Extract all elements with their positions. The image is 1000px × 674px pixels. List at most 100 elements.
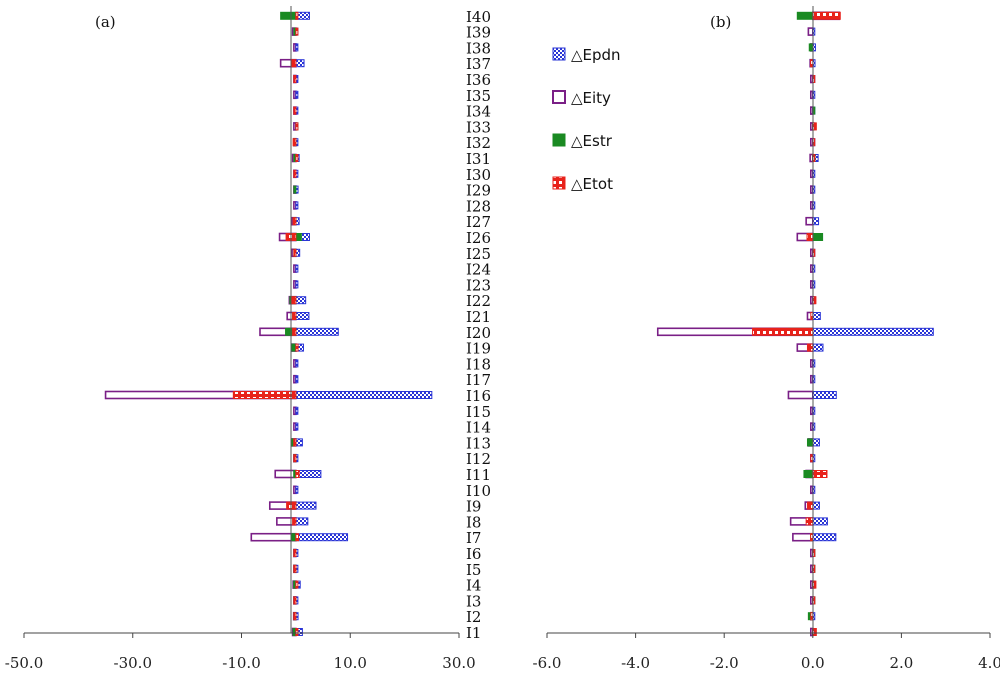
- panel-b-bar-epdn-i7: [812, 533, 837, 542]
- legend-swatch-estr: [552, 133, 566, 147]
- panel-a-bar-epdn-i17: [295, 375, 299, 384]
- category-label-i8: I8: [466, 513, 481, 531]
- category-label-i27: I27: [466, 213, 491, 231]
- panel-b-bar-etot-i37: [810, 59, 814, 68]
- panel-a-bar-etot-i36: [293, 75, 297, 83]
- category-label-i12: I12: [466, 450, 491, 468]
- category-label-i4: I4: [466, 577, 481, 595]
- legend-swatch-epdn: [552, 47, 566, 61]
- panel-a-bar-epdn-i22: [295, 296, 307, 305]
- panel-a-bar-estr-i26: [295, 233, 302, 241]
- panel-b-bar-eity-i39: [807, 27, 814, 36]
- panel-a-bar-eity-i7: [250, 532, 297, 542]
- panel-a-bar-estr-i40: [280, 11, 297, 20]
- panel-a-bar-etot-i8: [292, 517, 297, 526]
- panel-b-bar-etot-i8: [805, 517, 814, 526]
- legend-label-eity: △Eity: [571, 89, 611, 107]
- panel-b-bar-etot-i19: [806, 343, 814, 352]
- panel-a-bar-etot-i34: [293, 106, 297, 115]
- panel-a-bar-etot-i7: [295, 533, 300, 542]
- category-label-i37: I37: [466, 55, 491, 73]
- panel-b-bar-etot-i9: [806, 501, 814, 510]
- panel-b-bar-epdn-i16: [812, 391, 837, 399]
- category-label-i2: I2: [466, 608, 481, 626]
- panel-b-bar-eity-i7: [792, 532, 814, 542]
- panel-b-bar-epdn-i13: [812, 438, 820, 447]
- panel-b-xtick-label: 0.0: [801, 654, 825, 672]
- panel-a-bar-etot-i6: [293, 549, 297, 557]
- panel-b-bar-etot-i20: [752, 327, 814, 336]
- panel-b-xtick-label: 2.0: [889, 654, 913, 672]
- category-label-i26: I26: [466, 229, 491, 247]
- panel-b: (b) -6.0 -4.0 -2.0 0.0 2.0 4.0: [533, 6, 1000, 672]
- panel-a-bar-etot-i3: [293, 596, 297, 605]
- category-label-i38: I38: [466, 39, 491, 57]
- panel-a: (a) -50.0 -30.0 -10.0 10.0 30.0: [5, 6, 476, 672]
- panel-a-xtick-label: 10.0: [334, 654, 367, 672]
- category-label-i14: I14: [466, 419, 491, 437]
- category-label-i36: I36: [466, 71, 491, 89]
- panel-b-xtick-label: -4.0: [621, 654, 650, 672]
- panel-a-bar-epdn-i13: [295, 438, 303, 447]
- panel-b-bar-etot-i11: [812, 470, 828, 478]
- panel-a-bar-etot-i13: [293, 438, 297, 447]
- category-label-i20: I20: [466, 324, 491, 342]
- panel-a-bar-epdn-i20: [295, 327, 339, 336]
- legend-swatch-eity: [552, 90, 566, 104]
- panel-a-bar-epdn-i23: [295, 280, 299, 289]
- panel-a-bar-etot-i40: [295, 11, 299, 20]
- panel-a-bar-etot-i16: [232, 391, 297, 399]
- category-label-i29: I29: [466, 182, 491, 200]
- category-label-i19: I19: [466, 340, 491, 358]
- category-label-i3: I3: [466, 592, 481, 610]
- panel-a-bar-etot-i22: [291, 296, 297, 305]
- category-label-i16: I16: [466, 387, 491, 405]
- category-label-i22: I22: [466, 292, 491, 310]
- panel-a-bar-etot-i11: [295, 470, 300, 478]
- panel-a-bar-etot-i2: [293, 612, 297, 621]
- panel-a-bar-epdn-i28: [295, 201, 299, 210]
- panel-a-bar-epdn-i18: [295, 359, 299, 368]
- panel-a-bar-eity-i11: [274, 469, 297, 479]
- panel-a-bar-epdn-i21: [295, 312, 310, 320]
- panel-b-bar-estr-i11: [803, 470, 814, 478]
- panel-a-bar-etot-i19: [295, 343, 299, 352]
- panel-b-bar-estr-i13: [806, 438, 814, 447]
- category-label-i39: I39: [466, 24, 491, 42]
- panel-a-bar-etot-i31: [295, 154, 299, 162]
- legend-label-epdn: △Epdn: [571, 46, 621, 64]
- category-label-i17: I17: [466, 371, 491, 389]
- panel-a-bar-epdn-i38: [295, 43, 299, 52]
- panel-a-bar-epdn-i14: [295, 422, 299, 431]
- panel-a-xtick-label: -30.0: [114, 654, 152, 672]
- panel-a-bar-etot-i37: [291, 59, 297, 68]
- panel-b-xtick-label: -6.0: [533, 654, 562, 672]
- panel-b-bar-estr-i26: [812, 233, 824, 241]
- category-label-i31: I31: [466, 150, 491, 168]
- panel-a-bar-epdn-i35: [295, 90, 299, 99]
- panel-a-bar-epdn-i7: [295, 533, 349, 542]
- panel-a-xtick-label: -10.0: [222, 654, 260, 672]
- category-label-i10: I10: [466, 482, 491, 500]
- category-label-i6: I6: [466, 545, 481, 563]
- panel-a-bar-etot-i32: [292, 138, 297, 147]
- panel-a-bar-epdn-i37: [295, 59, 305, 68]
- panel-a-bar-etot-i1: [295, 628, 299, 636]
- panel-b-bar-etot-i7: [810, 533, 814, 542]
- category-label-i11: I11: [466, 466, 491, 484]
- panel-b-bar-epdn-i27: [812, 217, 820, 226]
- panel-a-bar-epdn-i25: [295, 248, 301, 257]
- category-label-i24: I24: [466, 261, 491, 279]
- panel-b-bar-epdn-i19: [812, 343, 824, 352]
- panel-a-bar-etot-i30: [293, 169, 297, 178]
- category-label-i28: I28: [466, 197, 491, 215]
- category-label-i21: I21: [466, 308, 491, 326]
- panel-a-bar-etot-i33: [295, 122, 299, 131]
- panel-b-bar-epdn-i9: [812, 501, 820, 510]
- panel-a-bar-epdn-i9: [295, 501, 317, 510]
- category-label-i35: I35: [466, 87, 491, 105]
- panel-a-bar-epdn-i8: [295, 517, 309, 526]
- panel-b-bar-estr-i40: [796, 11, 814, 20]
- category-label-i25: I25: [466, 245, 491, 263]
